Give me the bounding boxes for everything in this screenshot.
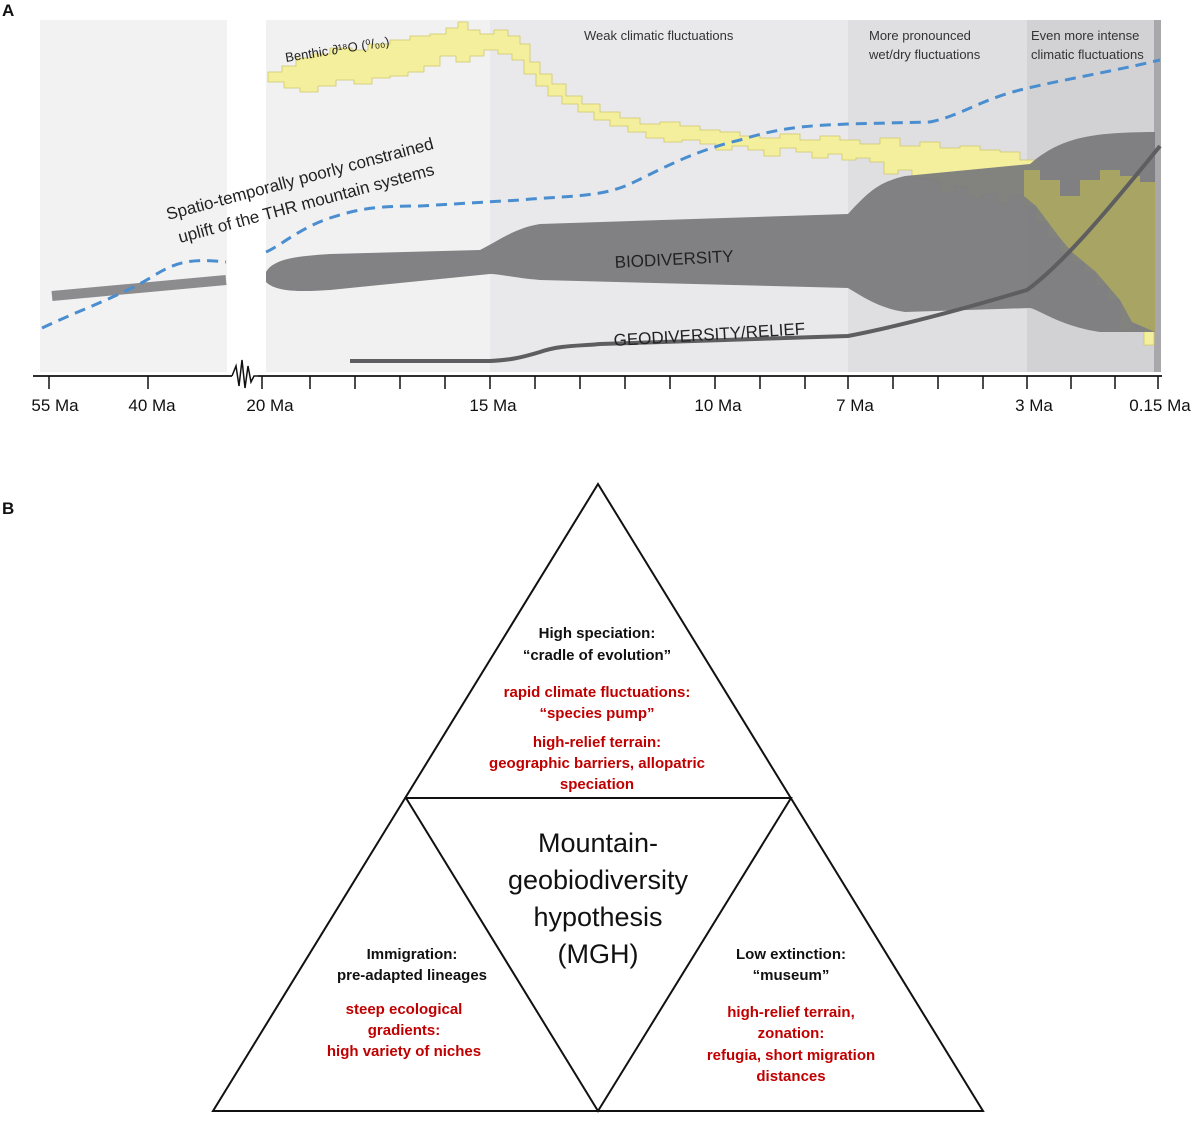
panel-a-label: A	[2, 1, 14, 20]
left-title-line1: Immigration:	[367, 946, 458, 963]
tick-label-015: 0.15 Ma	[1129, 396, 1191, 415]
mgh-triangle	[211, 482, 985, 1113]
phase-pronounced-label-line2: wet/dry fluctuations	[868, 47, 981, 62]
right-red-line1: high-relief terrain,	[727, 1004, 855, 1021]
top-title-line2: “cradle of evolution”	[523, 647, 671, 664]
band-early	[40, 20, 227, 372]
phase-weak-label: Weak climatic fluctuations	[584, 28, 734, 43]
panel-b-label: B	[2, 499, 14, 518]
axis-break-icon	[231, 359, 258, 389]
tick-label-10: 10 Ma	[694, 396, 742, 415]
tick-label-55: 55 Ma	[31, 396, 79, 415]
time-axis	[33, 359, 1162, 389]
left-red-line3: high variety of niches	[327, 1043, 481, 1060]
right-title-line1: Low extinction:	[736, 946, 846, 963]
phase-intense-label-line2: climatic fluctuations	[1031, 47, 1144, 62]
top-red-line5: speciation	[560, 776, 634, 793]
top-title-line1: High speciation:	[539, 625, 656, 642]
left-red-line2: gradients:	[368, 1022, 441, 1039]
tick-label-20: 20 Ma	[246, 396, 294, 415]
benthic-overlap	[1024, 170, 1155, 332]
tick-label-40: 40 Ma	[128, 396, 176, 415]
center-line1: Mountain-	[538, 828, 658, 858]
left-title-line2: pre-adapted lineages	[337, 967, 487, 984]
biodiversity-band	[266, 132, 1155, 332]
tick-label-7: 7 Ma	[836, 396, 874, 415]
top-red-line1: rapid climate fluctuations:	[504, 684, 691, 701]
right-red-line3: refugia, short migration	[707, 1047, 875, 1064]
top-red-line3: high-relief terrain:	[533, 734, 661, 751]
uplift-dashed-curve	[41, 58, 1161, 330]
center-line4: (MGH)	[558, 939, 639, 969]
tick-label-3: 3 Ma	[1015, 396, 1053, 415]
right-red-line4: distances	[756, 1068, 825, 1085]
tick-label-15: 15 Ma	[469, 396, 517, 415]
biodiversity-band-early	[51, 275, 227, 301]
band-present	[1154, 20, 1161, 372]
phase-pronounced-label-line1: More pronounced	[869, 28, 971, 43]
axis-ticks	[48, 376, 1159, 389]
right-red-line2: zonation:	[758, 1025, 825, 1042]
phase-intense-label-line1: Even more intense	[1031, 28, 1139, 43]
top-red-line4: geographic barriers, allopatric	[489, 755, 705, 772]
left-red-line1: steep ecological	[346, 1001, 463, 1018]
center-line2: geobiodiversity	[508, 865, 689, 895]
inner-triangle	[404, 797, 793, 1113]
right-title-line2: “museum”	[753, 967, 830, 984]
geodiversity-curve	[350, 144, 1162, 363]
top-red-line2: “species pump”	[539, 705, 654, 722]
center-line3: hypothesis	[533, 902, 662, 932]
